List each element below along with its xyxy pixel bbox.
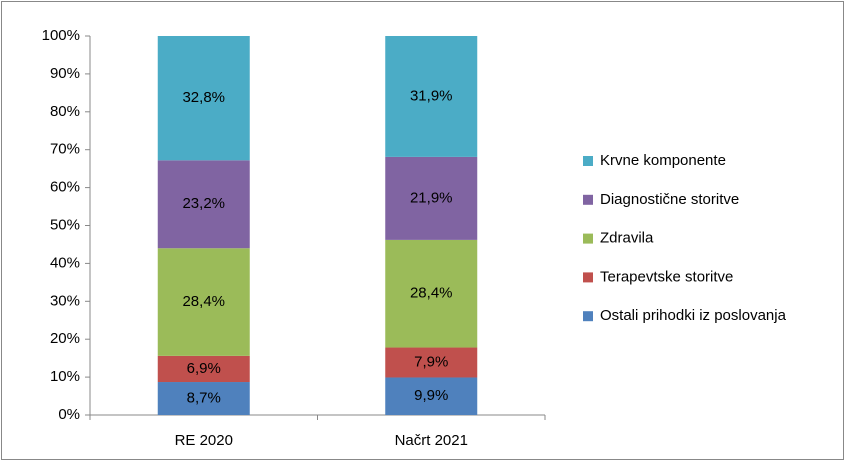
legend-swatch (583, 272, 593, 283)
data-label: 28,4% (410, 285, 453, 302)
data-label: 23,2% (182, 195, 225, 212)
y-tick-label: 20% (50, 330, 80, 347)
bar-segment (157, 248, 250, 356)
legend-swatch (583, 156, 593, 166)
y-tick-label: 90% (50, 65, 80, 82)
data-label: 9,9% (414, 387, 448, 404)
y-tick-label: 80% (50, 103, 80, 120)
bar-segment (385, 36, 478, 157)
data-label: 21,9% (410, 189, 453, 206)
legend-label: Zdravila (600, 230, 654, 247)
legend-swatch (583, 233, 593, 244)
y-tick-label: 30% (50, 292, 80, 309)
y-tick-label: 50% (50, 216, 80, 233)
bar-segment (157, 355, 250, 383)
y-tick-label: 10% (50, 368, 80, 385)
data-label: 28,4% (182, 293, 225, 310)
y-tick-label: 40% (50, 254, 80, 271)
bar-segment (157, 160, 250, 249)
data-label: 8,7% (187, 389, 221, 406)
legend-swatch (583, 194, 593, 205)
bar-segment (385, 239, 478, 348)
x-tick-label: RE 2020 (175, 432, 233, 449)
data-label: 32,8% (182, 89, 225, 106)
y-tick-label: 60% (50, 179, 80, 196)
bar-segment (157, 382, 250, 415)
bar-segment (385, 156, 478, 240)
data-label: 6,9% (187, 360, 221, 377)
bar-segment (385, 347, 478, 378)
legend-label: Krvne komponente (600, 152, 726, 169)
x-tick-label: Načrt 2021 (395, 432, 468, 449)
y-tick-label: 0% (58, 406, 80, 423)
legend-label: Ostali prihodki iz poslovanja (600, 307, 787, 324)
legend-label: Diagnostične storitve (600, 191, 739, 208)
bar-segment (157, 36, 250, 161)
y-tick-label: 100% (42, 27, 80, 44)
legend-label: Terapevtske storitve (600, 268, 733, 285)
bar-segment (385, 377, 478, 415)
data-label: 7,9% (414, 353, 448, 370)
y-tick-label: 70% (50, 141, 80, 158)
legend-swatch (583, 311, 593, 322)
data-label: 31,9% (410, 87, 453, 104)
